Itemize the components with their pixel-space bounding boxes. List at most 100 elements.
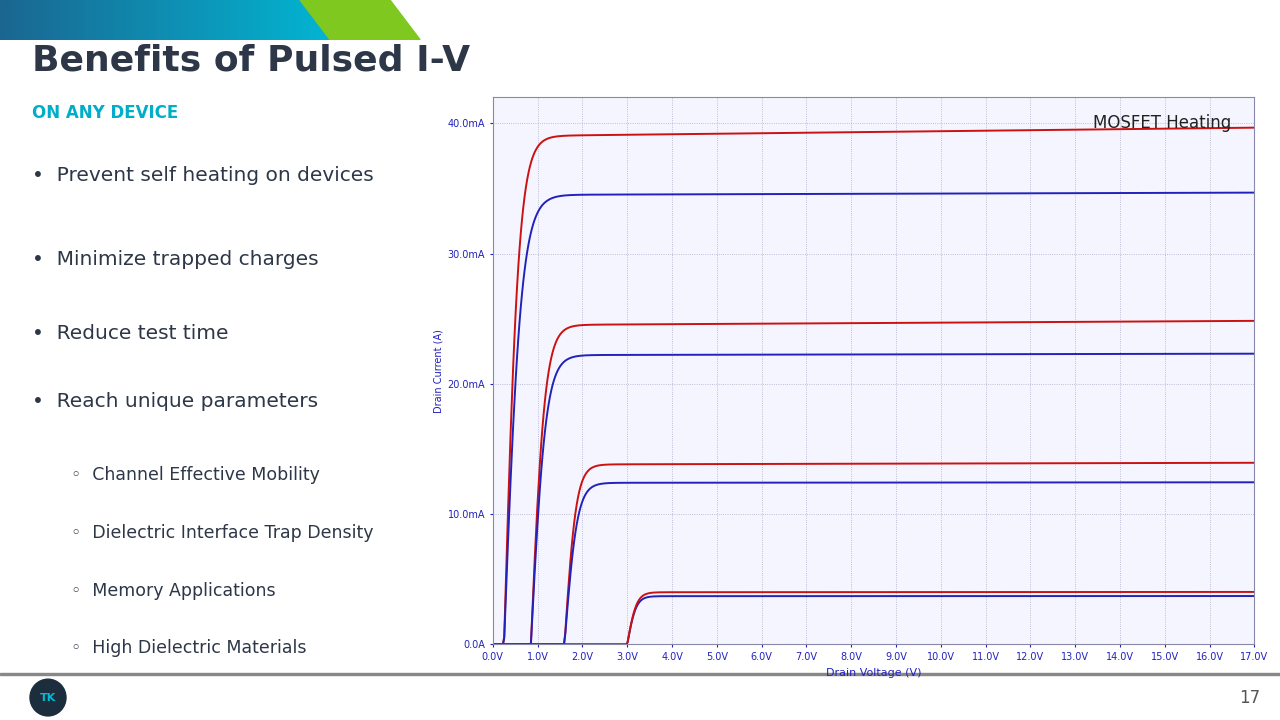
Bar bbox=[129, 0, 133, 40]
Bar bbox=[76, 0, 79, 40]
Text: •  Minimize trapped charges: • Minimize trapped charges bbox=[32, 251, 319, 269]
Bar bbox=[0, 0, 4, 40]
Text: 17: 17 bbox=[1239, 688, 1260, 706]
Bar bbox=[54, 0, 58, 40]
Bar bbox=[108, 0, 111, 40]
Text: •  Prevent self heating on devices: • Prevent self heating on devices bbox=[32, 166, 374, 185]
Bar bbox=[187, 0, 191, 40]
Bar bbox=[115, 0, 119, 40]
Bar bbox=[133, 0, 137, 40]
Bar bbox=[111, 0, 115, 40]
Bar bbox=[266, 0, 270, 40]
Bar bbox=[280, 0, 284, 40]
Bar bbox=[10, 0, 14, 40]
Polygon shape bbox=[300, 0, 420, 40]
Bar bbox=[332, 0, 335, 40]
Bar bbox=[342, 0, 346, 40]
Bar bbox=[169, 0, 173, 40]
Bar bbox=[29, 0, 32, 40]
Bar bbox=[143, 0, 147, 40]
Bar bbox=[288, 0, 292, 40]
Bar bbox=[209, 0, 212, 40]
Bar bbox=[223, 0, 227, 40]
Bar bbox=[22, 0, 26, 40]
Circle shape bbox=[29, 679, 67, 716]
Bar bbox=[86, 0, 90, 40]
Bar bbox=[259, 0, 262, 40]
Text: ◦  Channel Effective Mobility: ◦ Channel Effective Mobility bbox=[70, 466, 320, 484]
Bar bbox=[317, 0, 320, 40]
Bar bbox=[335, 0, 338, 40]
Bar bbox=[36, 0, 40, 40]
Bar bbox=[180, 0, 183, 40]
Bar bbox=[324, 0, 328, 40]
Bar bbox=[97, 0, 101, 40]
Bar bbox=[32, 0, 36, 40]
Bar bbox=[14, 0, 18, 40]
Bar bbox=[141, 0, 143, 40]
Bar bbox=[284, 0, 288, 40]
Bar bbox=[256, 0, 259, 40]
Bar bbox=[8, 0, 10, 40]
Bar bbox=[252, 0, 256, 40]
Bar bbox=[244, 0, 248, 40]
Bar bbox=[198, 0, 202, 40]
Bar bbox=[40, 0, 44, 40]
Text: ◦  Memory Applications: ◦ Memory Applications bbox=[70, 582, 275, 600]
Bar bbox=[202, 0, 205, 40]
Bar bbox=[123, 0, 125, 40]
Bar bbox=[72, 0, 76, 40]
Bar bbox=[159, 0, 163, 40]
Bar bbox=[278, 0, 280, 40]
Bar bbox=[328, 0, 332, 40]
Bar bbox=[65, 0, 68, 40]
Bar bbox=[216, 0, 220, 40]
Bar bbox=[234, 0, 238, 40]
Bar bbox=[306, 0, 310, 40]
Bar bbox=[18, 0, 22, 40]
X-axis label: Drain Voltage (V): Drain Voltage (V) bbox=[826, 667, 922, 678]
Bar bbox=[292, 0, 296, 40]
Bar bbox=[314, 0, 317, 40]
Bar bbox=[298, 0, 302, 40]
Bar bbox=[44, 0, 47, 40]
Bar bbox=[220, 0, 223, 40]
Bar bbox=[262, 0, 266, 40]
Bar bbox=[26, 0, 29, 40]
Bar bbox=[353, 0, 356, 40]
Bar bbox=[105, 0, 108, 40]
Bar bbox=[349, 0, 353, 40]
Bar bbox=[119, 0, 123, 40]
Bar bbox=[205, 0, 209, 40]
Text: Benefits of Pulsed I-V: Benefits of Pulsed I-V bbox=[32, 43, 470, 77]
Bar bbox=[163, 0, 165, 40]
Text: •  Reach unique parameters: • Reach unique parameters bbox=[32, 392, 319, 411]
Bar bbox=[227, 0, 230, 40]
Bar bbox=[248, 0, 252, 40]
Bar bbox=[356, 0, 360, 40]
Bar bbox=[302, 0, 306, 40]
Bar bbox=[83, 0, 86, 40]
Bar bbox=[177, 0, 180, 40]
Bar bbox=[0, 673, 1280, 675]
Bar bbox=[183, 0, 187, 40]
Text: ◦  High Dielectric Materials: ◦ High Dielectric Materials bbox=[70, 639, 306, 657]
Bar bbox=[93, 0, 97, 40]
Bar bbox=[238, 0, 241, 40]
Bar bbox=[310, 0, 314, 40]
Bar bbox=[125, 0, 129, 40]
Bar bbox=[58, 0, 61, 40]
Bar bbox=[191, 0, 195, 40]
Bar bbox=[241, 0, 244, 40]
Bar bbox=[346, 0, 349, 40]
Bar bbox=[165, 0, 169, 40]
Text: TK: TK bbox=[40, 693, 56, 703]
Bar bbox=[151, 0, 155, 40]
Text: MOSFET Heating: MOSFET Heating bbox=[1093, 114, 1231, 132]
Bar bbox=[195, 0, 198, 40]
Bar bbox=[338, 0, 342, 40]
Bar bbox=[320, 0, 324, 40]
Bar bbox=[212, 0, 216, 40]
Y-axis label: Drain Current (A): Drain Current (A) bbox=[434, 329, 443, 413]
Bar bbox=[230, 0, 234, 40]
